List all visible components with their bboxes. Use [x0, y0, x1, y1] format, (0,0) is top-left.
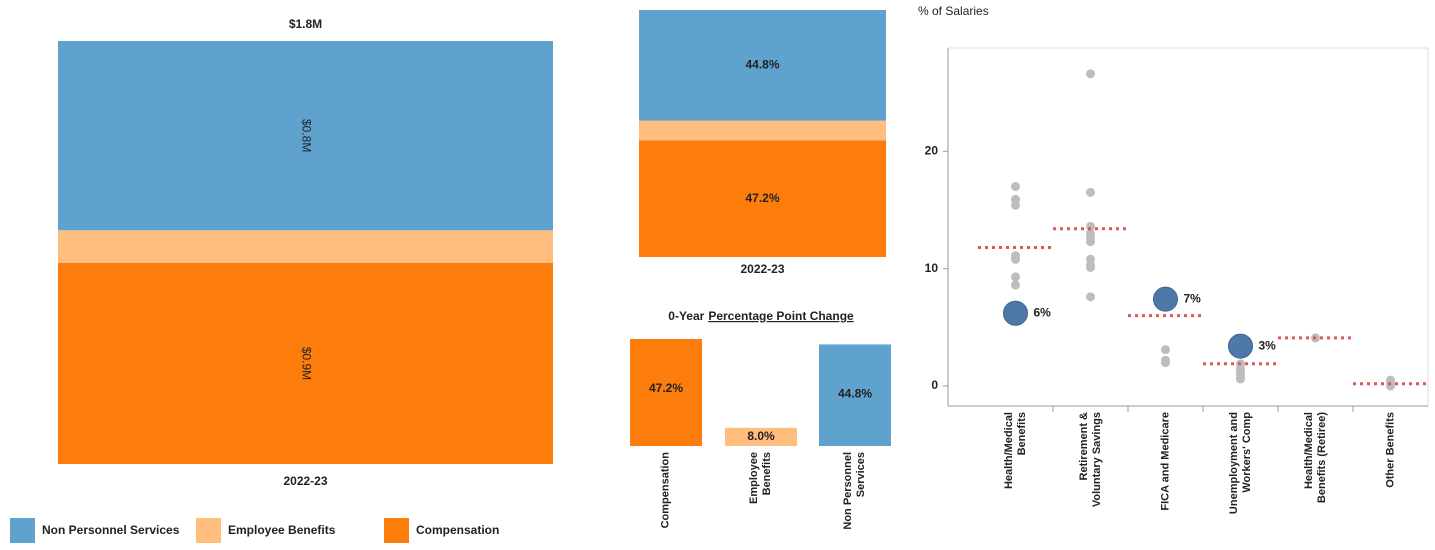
y-tick-label: 0	[931, 378, 938, 392]
value-label: 44.8%	[745, 57, 779, 71]
x-tick-label: Non Personnel Services	[842, 452, 867, 530]
legend-swatch	[384, 518, 409, 543]
x-tick-label: Health/Medical Benefits (Retiree)	[1302, 412, 1328, 504]
value-label: $0.8M	[299, 119, 313, 152]
point	[1086, 187, 1095, 197]
point	[1011, 254, 1020, 264]
value-label: 8.0%	[747, 429, 775, 443]
x-tick-label: Unemployment and Workers' Comp	[1227, 412, 1253, 515]
point	[1086, 262, 1095, 272]
legend-swatch	[10, 518, 35, 543]
chart-title: 0-Year Percentage Point Change	[668, 309, 854, 323]
x-tick-label: Health/Medical Benefits	[1002, 412, 1028, 490]
point	[1011, 272, 1020, 282]
y-tick-label: 10	[925, 261, 939, 275]
title-prefix: 0-Year	[668, 309, 704, 323]
y-axis-label: % of Salaries	[918, 4, 989, 18]
x-tick-label: 2022-23	[283, 474, 327, 488]
legend-label: Non Personnel Services	[42, 523, 180, 537]
value-label: 47.2%	[649, 381, 683, 395]
point	[1161, 345, 1170, 355]
bar-segment	[639, 10, 886, 121]
point	[1011, 280, 1020, 290]
point	[1011, 200, 1020, 210]
highlight-point	[1228, 333, 1253, 359]
highlight-label: 6%	[1034, 305, 1052, 319]
y-tick-label: 20	[925, 143, 939, 157]
highlight-point	[1003, 300, 1028, 326]
bar	[630, 338, 702, 446]
x-tick-label: 2022-23	[740, 262, 784, 276]
point	[1086, 292, 1095, 302]
x-tick-label: Other Benefits	[1384, 412, 1396, 488]
highlight-label: 3%	[1259, 338, 1277, 352]
bar-segment	[58, 41, 553, 231]
bar	[819, 344, 891, 446]
highlight-point	[1153, 286, 1178, 312]
legend-label: Employee Benefits	[228, 523, 336, 537]
x-tick-label: Employee Benefits	[748, 452, 773, 504]
point	[1161, 358, 1170, 368]
highlight-label: 7%	[1184, 291, 1202, 305]
bar-segment	[58, 263, 553, 464]
total-label: $1.8M	[289, 17, 322, 31]
legend-swatch	[196, 518, 221, 543]
bar	[725, 427, 797, 446]
bar-segment	[639, 120, 886, 141]
title-main: Percentage Point Change	[708, 309, 854, 323]
x-tick-label: FICA and Medicare	[1159, 412, 1171, 511]
point	[1011, 182, 1020, 192]
x-tick-label: Compensation	[659, 452, 672, 529]
bar-segment	[58, 230, 553, 264]
value-label: 47.2%	[745, 191, 779, 205]
point	[1236, 374, 1245, 384]
bar-segment	[639, 140, 886, 257]
value-label: 44.8%	[838, 387, 872, 401]
point	[1086, 69, 1095, 79]
x-tick-label: Retirement & Voluntary Savings	[1077, 412, 1103, 508]
value-label: $0.9M	[299, 347, 313, 380]
point	[1086, 237, 1095, 247]
legend-label: Compensation	[416, 523, 499, 537]
